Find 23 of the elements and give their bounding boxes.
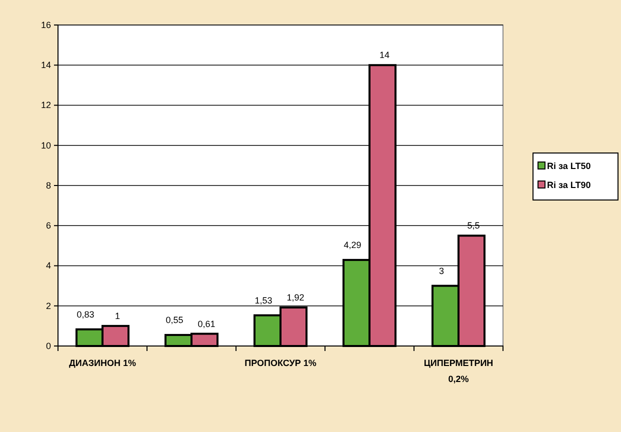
y-tick-label: 8 xyxy=(46,180,51,190)
data-label: 14 xyxy=(379,50,390,60)
y-tick-label: 16 xyxy=(40,20,51,30)
y-tick-label: 2 xyxy=(46,300,51,311)
data-label: 1,53 xyxy=(254,295,272,306)
data-label: 3 xyxy=(438,266,444,276)
x-tick-label: ДИАЗИНОН 1% xyxy=(69,358,136,368)
y-tick-label: 4 xyxy=(46,260,51,271)
data-label: 0,83 xyxy=(76,309,94,320)
y-tick-label: 0 xyxy=(46,340,51,351)
legend-label: Ri за LT50 xyxy=(547,161,591,171)
data-label: 1,92 xyxy=(286,292,304,302)
x-tick-label: ЦИПЕРМЕТРИН 0,2% xyxy=(424,358,494,384)
y-tick-label: 12 xyxy=(40,100,51,110)
x-tick-label: ПРОПОКСУР 1% xyxy=(244,358,316,368)
data-label: 0,55 xyxy=(166,314,184,325)
data-label: 1 xyxy=(114,310,120,321)
y-tick-label: 6 xyxy=(46,220,51,231)
y-tick-label: 10 xyxy=(40,140,51,150)
legend-label: Ri за LT90 xyxy=(547,180,591,190)
y-tick-label: 14 xyxy=(40,60,51,70)
data-label: 4,29 xyxy=(344,240,362,250)
data-label: 0,61 xyxy=(198,318,216,329)
